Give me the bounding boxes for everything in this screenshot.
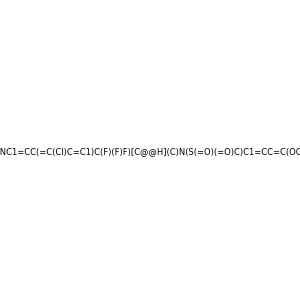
- Text: O=C(NC1=CC(=C(Cl)C=C1)C(F)(F)F)[C@@H](C)N(S(=O)(=O)C)C1=CC=C(OC)C=C1: O=C(NC1=CC(=C(Cl)C=C1)C(F)(F)F)[C@@H](C)…: [0, 147, 300, 156]
